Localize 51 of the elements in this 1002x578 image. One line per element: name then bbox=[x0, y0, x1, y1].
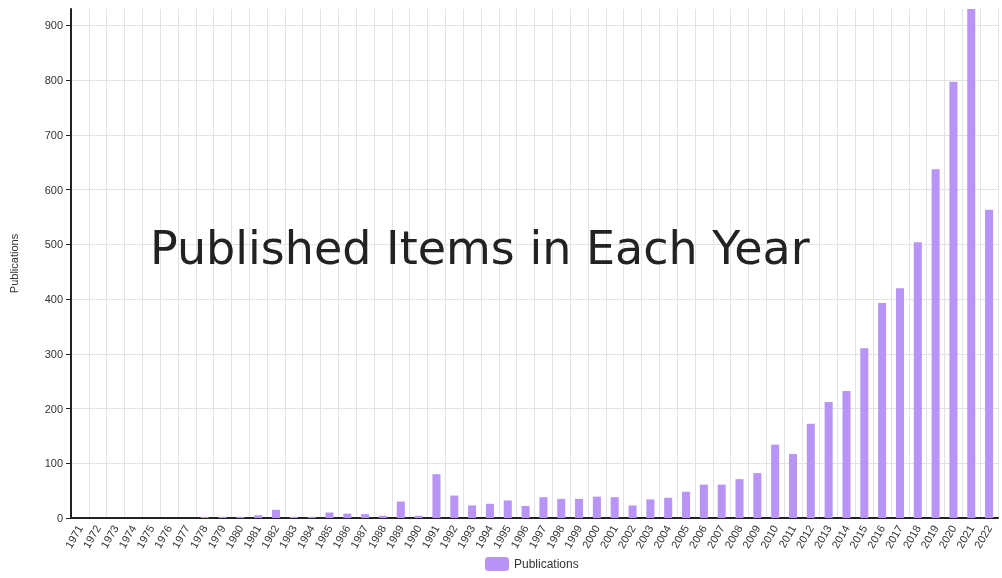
y-tick-label: 300 bbox=[44, 347, 63, 360]
bar bbox=[485, 503, 494, 518]
bar bbox=[699, 484, 708, 518]
bar bbox=[450, 495, 459, 518]
bar bbox=[717, 484, 726, 518]
bar bbox=[396, 501, 405, 518]
bar bbox=[343, 513, 352, 518]
bar bbox=[967, 9, 976, 518]
y-axis-title: Publications bbox=[7, 233, 20, 294]
y-tick-label: 600 bbox=[44, 183, 63, 196]
bar bbox=[503, 500, 512, 518]
bar bbox=[521, 505, 530, 518]
bar bbox=[361, 514, 370, 518]
bar bbox=[628, 505, 637, 518]
bar bbox=[931, 169, 940, 518]
bar bbox=[806, 423, 815, 518]
bar bbox=[539, 497, 548, 518]
bar bbox=[824, 401, 833, 518]
bar bbox=[254, 515, 263, 518]
bar bbox=[753, 473, 762, 518]
y-tick-label: 800 bbox=[44, 74, 63, 87]
y-tick-label: 700 bbox=[44, 128, 63, 141]
bar bbox=[878, 302, 887, 518]
y-tick-label: 500 bbox=[44, 238, 63, 251]
bar bbox=[664, 497, 673, 518]
bar bbox=[735, 479, 744, 518]
bar bbox=[771, 444, 780, 518]
bar bbox=[468, 505, 477, 518]
bar bbox=[895, 288, 904, 518]
bar bbox=[610, 497, 619, 518]
bar bbox=[949, 81, 958, 518]
bar bbox=[272, 509, 281, 518]
y-tick-label: 900 bbox=[44, 19, 63, 32]
y-tick-label: 0 bbox=[56, 512, 63, 524]
bar bbox=[913, 242, 922, 518]
text: Published Items in Each Year bbox=[150, 221, 810, 275]
bar bbox=[860, 348, 869, 518]
legend-label: Publications bbox=[514, 557, 579, 571]
bar bbox=[575, 498, 584, 518]
bar bbox=[682, 491, 691, 518]
y-tick-label: 200 bbox=[44, 402, 63, 415]
bar bbox=[325, 512, 334, 518]
bar bbox=[985, 209, 994, 518]
y-tick-label: 400 bbox=[44, 293, 63, 306]
y-tick-label: 100 bbox=[44, 457, 63, 470]
bar bbox=[557, 498, 566, 518]
bar bbox=[842, 391, 851, 518]
bar bbox=[592, 496, 601, 518]
bar bbox=[646, 499, 655, 518]
bar bbox=[788, 453, 797, 518]
bar bbox=[432, 474, 441, 518]
